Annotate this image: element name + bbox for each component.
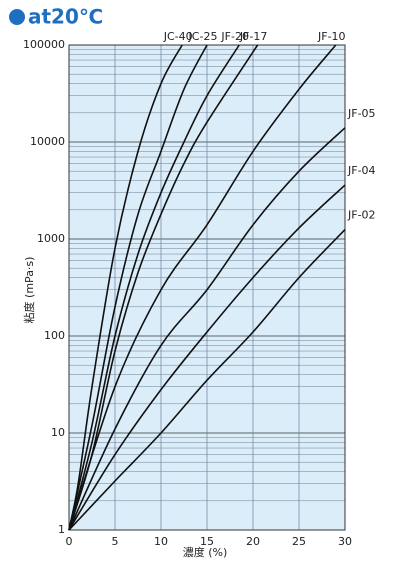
series-label: JF-17 bbox=[239, 30, 268, 43]
series-label: JC-40 bbox=[163, 30, 193, 43]
x-tick-label: 10 bbox=[154, 535, 168, 548]
x-tick-label: 0 bbox=[66, 535, 73, 548]
series-label: JF-02 bbox=[347, 209, 376, 222]
x-tick-label: 30 bbox=[338, 535, 352, 548]
series-label: JF-04 bbox=[347, 164, 376, 177]
x-tick-label: 25 bbox=[292, 535, 306, 548]
series-line bbox=[68, 184, 346, 531]
y-axis-label: 粘度 (mPa·s) bbox=[22, 257, 36, 324]
series-line bbox=[68, 44, 208, 531]
y-tick-label: 10000 bbox=[30, 135, 65, 148]
series-line bbox=[68, 229, 346, 531]
y-tick-label: 10 bbox=[51, 426, 65, 439]
x-tick-label: 5 bbox=[112, 535, 119, 548]
y-tick-label: 1000 bbox=[37, 232, 65, 245]
chart-title: at20℃ bbox=[28, 5, 103, 29]
y-tick-label: 100 bbox=[44, 329, 65, 342]
x-tick-label: 15 bbox=[200, 535, 214, 548]
y-tick-label: 1 bbox=[58, 523, 65, 536]
series-label: JF-10 bbox=[317, 30, 346, 43]
x-tick-label: 20 bbox=[246, 535, 260, 548]
series-label: JF-20 bbox=[220, 30, 249, 43]
y-tick-label: 100000 bbox=[23, 38, 65, 51]
series-line bbox=[68, 44, 240, 531]
series-line bbox=[68, 44, 337, 531]
title-bullet bbox=[9, 9, 25, 25]
series-line bbox=[68, 44, 183, 531]
series-line bbox=[68, 44, 259, 531]
series-label: JF-05 bbox=[347, 107, 376, 120]
series-line bbox=[68, 127, 346, 531]
series-label: JC-25 bbox=[188, 30, 218, 43]
x-axis-label: 濃度 (%) bbox=[183, 545, 228, 559]
